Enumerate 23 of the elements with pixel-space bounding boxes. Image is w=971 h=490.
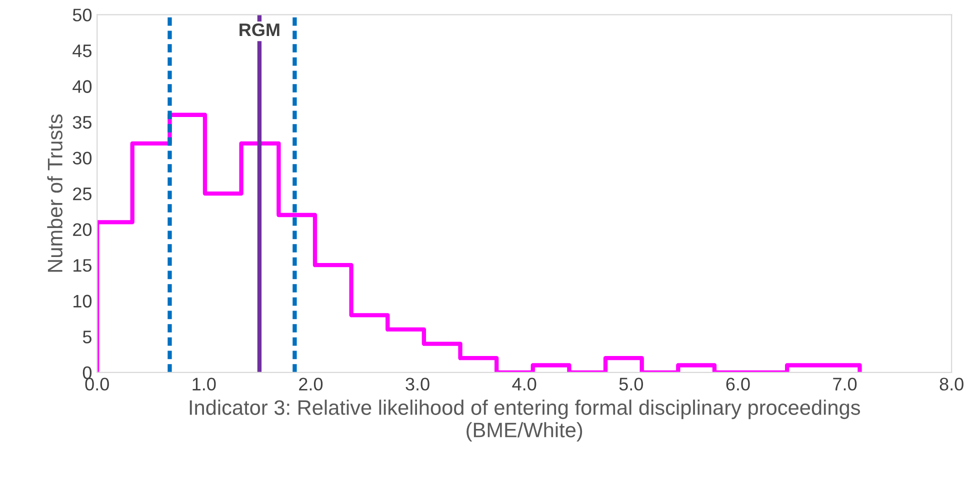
x-tick-label: 2.0 [299, 378, 323, 391]
y-tick-label: 45 [72, 44, 92, 58]
x-tick-label: 1.0 [192, 378, 216, 391]
y-tick-label: 50 [72, 8, 92, 22]
x-tick-label: 4.0 [512, 378, 536, 391]
x-tick-label: 6.0 [726, 378, 750, 391]
x-tick-label: 3.0 [406, 378, 430, 391]
y-tick-label: 30 [72, 152, 92, 164]
y-axis-title: Number of Trusts [47, 114, 62, 272]
y-tick-label: 15 [74, 259, 92, 272]
y-tick-label: 0 [82, 366, 92, 380]
x-tick-label: 0.0 [85, 378, 109, 391]
x-tick-label: 5.0 [619, 378, 643, 391]
y-tick-label: 40 [72, 80, 92, 93]
x-axis-title: Indicator 3: Relative likelihood of entering formal disciplinary proceedings (BME/White) [190, 400, 860, 442]
y-tick-label: 10 [74, 294, 92, 308]
y-tick-label: 35 [72, 116, 92, 129]
ref-line-label: RGM [240, 23, 280, 36]
y-tick-label: 20 [73, 223, 92, 236]
y-tick-label: 5 [82, 330, 92, 344]
x-tick-label: 7.0 [833, 378, 857, 391]
y-tick-label: 25 [73, 187, 92, 200]
x-tick-label: 8.0 [940, 378, 964, 391]
